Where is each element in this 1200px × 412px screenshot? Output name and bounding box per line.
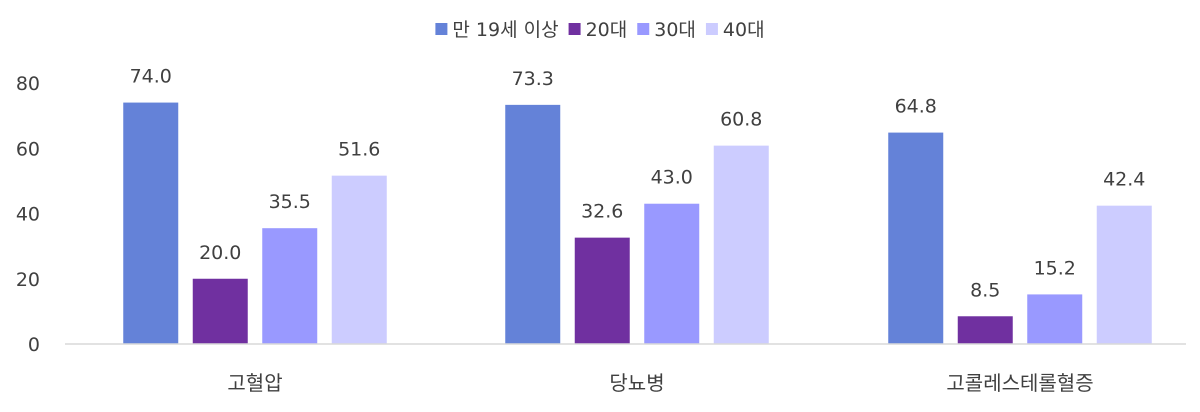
- category-label-고콜레스테롤혈증: 고콜레스테롤혈증: [946, 371, 1093, 395]
- bar-고혈압-20대: [192, 278, 248, 344]
- data-label-고혈압-20대: 20.0: [199, 242, 241, 264]
- bar-고콜레스테롤혈증-만-19세-이상: [888, 132, 944, 344]
- bar-당뇨병-만-19세-이상: [505, 104, 561, 344]
- bar-고콜레스테롤혈증-20대: [957, 316, 1013, 344]
- bar-고혈압-만-19세-이상: [123, 102, 179, 344]
- y-axis: 0 20 40 60 80: [16, 73, 40, 356]
- data-label-당뇨병-30대: 43.0: [651, 167, 693, 189]
- y-tick-label-80: 80: [16, 73, 40, 95]
- data-label-고혈압-30대: 35.5: [269, 191, 311, 213]
- bar-고혈압-40대: [331, 175, 387, 344]
- bar-고콜레스테롤혈증-40대: [1096, 205, 1152, 344]
- data-label-고콜레스테롤혈증-30대: 15.2: [1034, 257, 1076, 279]
- legend-swatch-20대: [568, 23, 581, 35]
- bar-당뇨병-40대: [713, 145, 769, 344]
- bars: [123, 102, 1152, 344]
- legend-label-만-19세-이상: 만 19세 이상: [452, 19, 558, 41]
- data-label-당뇨병-만-19세-이상: 73.3: [512, 68, 554, 90]
- data-label-고콜레스테롤혈증-만-19세-이상: 64.8: [895, 96, 937, 118]
- data-label-당뇨병-40대: 60.8: [720, 109, 762, 131]
- y-tick-label-20: 20: [16, 269, 40, 291]
- category-label-당뇨병: 당뇨병: [609, 371, 664, 395]
- data-label-고콜레스테롤혈증-40대: 42.4: [1103, 169, 1145, 191]
- data-labels: 74.0 20.0 35.5 51.6 73.3 32.6 43.0 60.8 64.8 8.5 1…: [130, 66, 1146, 302]
- legend-swatch-만-19세-이상: [435, 23, 448, 35]
- legend-label-20대: 20대: [586, 19, 628, 41]
- category-label-고혈압: 고혈압: [227, 371, 282, 395]
- legend-swatch-30대: [637, 23, 650, 35]
- bar-당뇨병-30대: [644, 203, 700, 344]
- x-axis: 고혈압 당뇨병 고콜레스테롤혈증: [227, 371, 1093, 395]
- legend: 만 19세 이상 20대 30대 40대: [435, 19, 765, 41]
- bar-당뇨병-20대: [574, 237, 630, 344]
- bar-고혈압-30대: [262, 228, 318, 344]
- legend-label-40대: 40대: [723, 19, 765, 41]
- legend-label-30대: 30대: [654, 19, 696, 41]
- bar-고콜레스테롤혈증-30대: [1027, 294, 1083, 344]
- y-tick-label-0: 0: [28, 334, 40, 356]
- y-tick-label-60: 60: [16, 138, 40, 160]
- legend-swatch-40대: [705, 23, 718, 35]
- data-label-당뇨병-20대: 32.6: [581, 201, 623, 223]
- data-label-고혈압-40대: 51.6: [338, 139, 380, 161]
- y-tick-label-40: 40: [16, 204, 40, 226]
- data-label-고혈압-만-19세-이상: 74.0: [130, 66, 172, 88]
- data-label-고콜레스테롤혈증-20대: 8.5: [970, 279, 1000, 301]
